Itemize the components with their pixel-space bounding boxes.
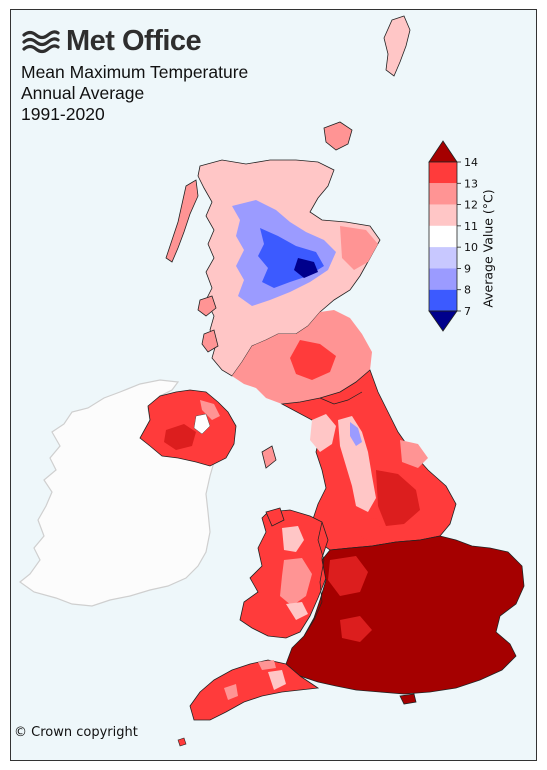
- colorbar-tick-label: 14: [464, 156, 478, 169]
- ni-pale-hills: [200, 400, 220, 420]
- colorbar-tick-label: 13: [464, 177, 478, 190]
- colorbar-band-9-10: [429, 247, 457, 269]
- ni-lough-neagh: [193, 413, 211, 435]
- ni-warm-area: [164, 424, 196, 450]
- bodmin-moor: [224, 684, 238, 700]
- colorbar-tick-label: 12: [464, 199, 478, 212]
- colorbar-outline: [428, 161, 458, 312]
- yorkshire-vale-warm: [376, 470, 420, 526]
- colorbar-tick-label: 11: [464, 220, 478, 233]
- copyright-notice: © Crown copyright: [14, 725, 138, 740]
- outer-hebrides: [165, 179, 199, 263]
- colorbar-tick-label: 8: [464, 284, 471, 297]
- snowdonia: [282, 526, 304, 552]
- colorbar-band-12-13: [429, 183, 457, 205]
- orkney-islands: [323, 121, 353, 151]
- midlands-warm: [328, 556, 368, 596]
- colorbar-band-11-12: [429, 204, 457, 226]
- inner-hebrides: [197, 295, 217, 317]
- dartmoor: [268, 670, 286, 690]
- anglesey: [265, 507, 285, 527]
- wales-england-border: [303, 521, 325, 637]
- scotland-england-border: [319, 391, 363, 405]
- cambrian-mountains: [280, 558, 312, 606]
- brecon-beacons: [286, 602, 308, 620]
- peak-district: [360, 518, 382, 542]
- colorbar-band-8-9: [429, 268, 457, 290]
- isle-of-man: [261, 445, 277, 469]
- colorbar-axis-label-wrapper: Average Value (°C): [478, 176, 498, 326]
- scotland-east-coast: [340, 226, 378, 270]
- met-office-logo: Met Office: [22, 25, 202, 57]
- colorbar-tick-label: 10: [464, 241, 478, 254]
- colorbar-tick-label: 7: [464, 305, 471, 318]
- exmoor: [258, 660, 276, 670]
- colorbar-axis-label: Average Value (°C): [480, 189, 496, 308]
- colorbar-bands: [429, 162, 457, 311]
- scotland-lowlands-warm: [290, 340, 336, 380]
- colorbar-ticks: 14 13 12 11 10 9 8 7: [457, 156, 478, 318]
- colorbar-band-7-8: [429, 289, 457, 311]
- isle-of-wight: [399, 693, 417, 705]
- pennines-cold: [350, 422, 362, 446]
- colorbar-band-13-14: [429, 162, 457, 184]
- title-line-2: Annual Average: [21, 83, 145, 103]
- brand-name: Met Office: [66, 25, 202, 57]
- colorbar-band-10-11: [429, 225, 457, 248]
- met-office-wave-icon: [22, 29, 60, 53]
- map-frame: [10, 9, 537, 761]
- title-line-3: 1991-2020: [21, 104, 105, 124]
- lake-district: [310, 414, 336, 452]
- colorbar-tick-label: 9: [464, 262, 471, 275]
- title-line-1: Mean Maximum Temperature: [21, 62, 249, 82]
- shetland-islands: [383, 15, 411, 77]
- pennines-cool: [338, 416, 376, 512]
- scilly-isles: [177, 737, 187, 747]
- north-york-moors: [400, 440, 428, 468]
- colorbar-under-arrow: [428, 310, 458, 332]
- islay-jura: [201, 329, 219, 353]
- cotswolds: [340, 616, 372, 642]
- south-west-england: [189, 659, 320, 721]
- cairngorms-coldest: [294, 258, 318, 278]
- colorbar-over-arrow: [428, 140, 458, 163]
